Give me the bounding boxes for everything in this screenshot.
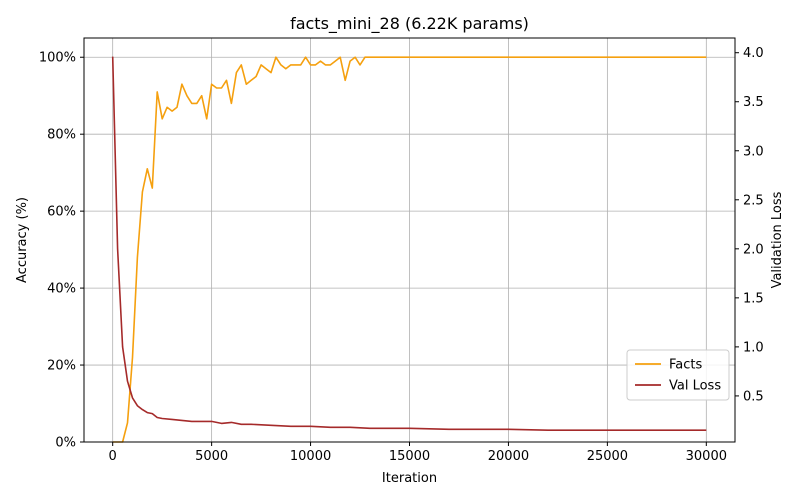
y2-tick-label: 0.5 [743, 389, 764, 404]
y2-tick-label: 3.5 [743, 95, 764, 110]
x-tick-label: 5000 [195, 449, 228, 464]
y-axis-left: 0% 20% 40% 60% 80% 100% [39, 51, 84, 451]
y-axis-right: 0.5 1.0 1.5 2.0 2.5 3.0 3.5 4.0 [735, 46, 764, 404]
y-tick-label: 20% [47, 359, 76, 374]
legend-box [626, 349, 730, 401]
y2-tick-label: 1.0 [743, 340, 764, 355]
y-tick-label: 100% [39, 51, 76, 66]
y2-tick-label: 2.0 [743, 242, 764, 257]
x-axis: 0 5000 10000 15000 20000 25000 30000 [109, 442, 727, 464]
legend-label: Facts [669, 358, 702, 373]
chart-title: facts_mini_28 (6.22K params) [290, 14, 529, 34]
legend: Facts Val Loss [626, 349, 730, 401]
y2-tick-label: 1.5 [743, 291, 764, 306]
y-axis-title: Accuracy (%) [15, 197, 30, 283]
x-tick-label: 10000 [290, 449, 331, 464]
series-line-val-loss [111, 56, 707, 432]
legend-label: Val Loss [669, 379, 721, 394]
x-tick-label: 30000 [686, 449, 727, 464]
y2-tick-label: 3.0 [743, 144, 764, 159]
y-tick-label: 80% [47, 128, 76, 143]
y2-tick-label: 2.5 [743, 193, 764, 208]
y-tick-label: 60% [47, 205, 76, 220]
x-tick-label: 15000 [389, 449, 430, 464]
y2-axis-title: Validation Loss [770, 191, 785, 288]
series-line-facts [112, 56, 707, 443]
x-axis-title: Iteration [382, 471, 437, 486]
y2-tick-label: 4.0 [743, 46, 764, 61]
series-layer [111, 56, 707, 443]
y-tick-label: 0% [55, 436, 76, 451]
y-tick-label: 40% [47, 282, 76, 297]
x-tick-label: 25000 [587, 449, 628, 464]
x-tick-label: 0 [109, 449, 117, 464]
x-tick-label: 20000 [488, 449, 529, 464]
